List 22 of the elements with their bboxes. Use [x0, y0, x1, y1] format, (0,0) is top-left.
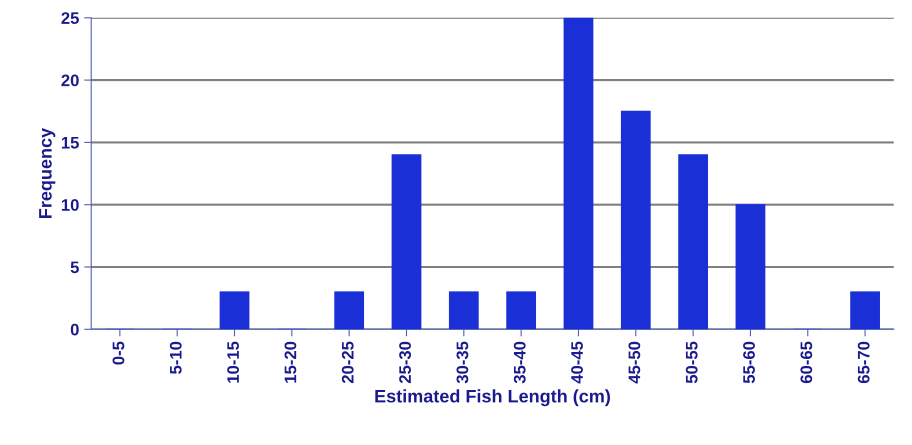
x-tick-label: 60-65: [800, 342, 812, 384]
x-tick-label: 20-25: [342, 342, 354, 384]
x-tick-label: 35-40: [514, 342, 526, 384]
y-tick-label: 10: [62, 199, 79, 211]
y-tick-label: 0: [70, 324, 79, 336]
y-tick-label: 25: [61, 12, 79, 24]
x-tick-label: 40-45: [571, 342, 583, 384]
y-axis-title: Frequency: [39, 128, 56, 218]
x-tick-label: 65-70: [858, 342, 870, 384]
x-tick-label: 0-5: [112, 342, 124, 365]
x-tick-label: 10-15: [227, 342, 239, 383]
x-tick-label: 45-50: [628, 342, 640, 384]
y-tick-label: 15: [62, 136, 79, 149]
x-tick-label: 25-30: [399, 342, 411, 384]
y-tick-label: 5: [70, 262, 79, 274]
y-tick-label: 20: [61, 74, 79, 86]
x-tick-label: 5-10: [170, 342, 182, 374]
x-tick-label: 55-60: [743, 342, 755, 384]
x-tick-label: 15-20: [284, 342, 296, 383]
x-axis-title: Estimated Fish Length (cm): [375, 389, 610, 406]
x-tick-label: 30-35: [456, 342, 468, 384]
x-tick-label: 50-55: [686, 342, 698, 384]
